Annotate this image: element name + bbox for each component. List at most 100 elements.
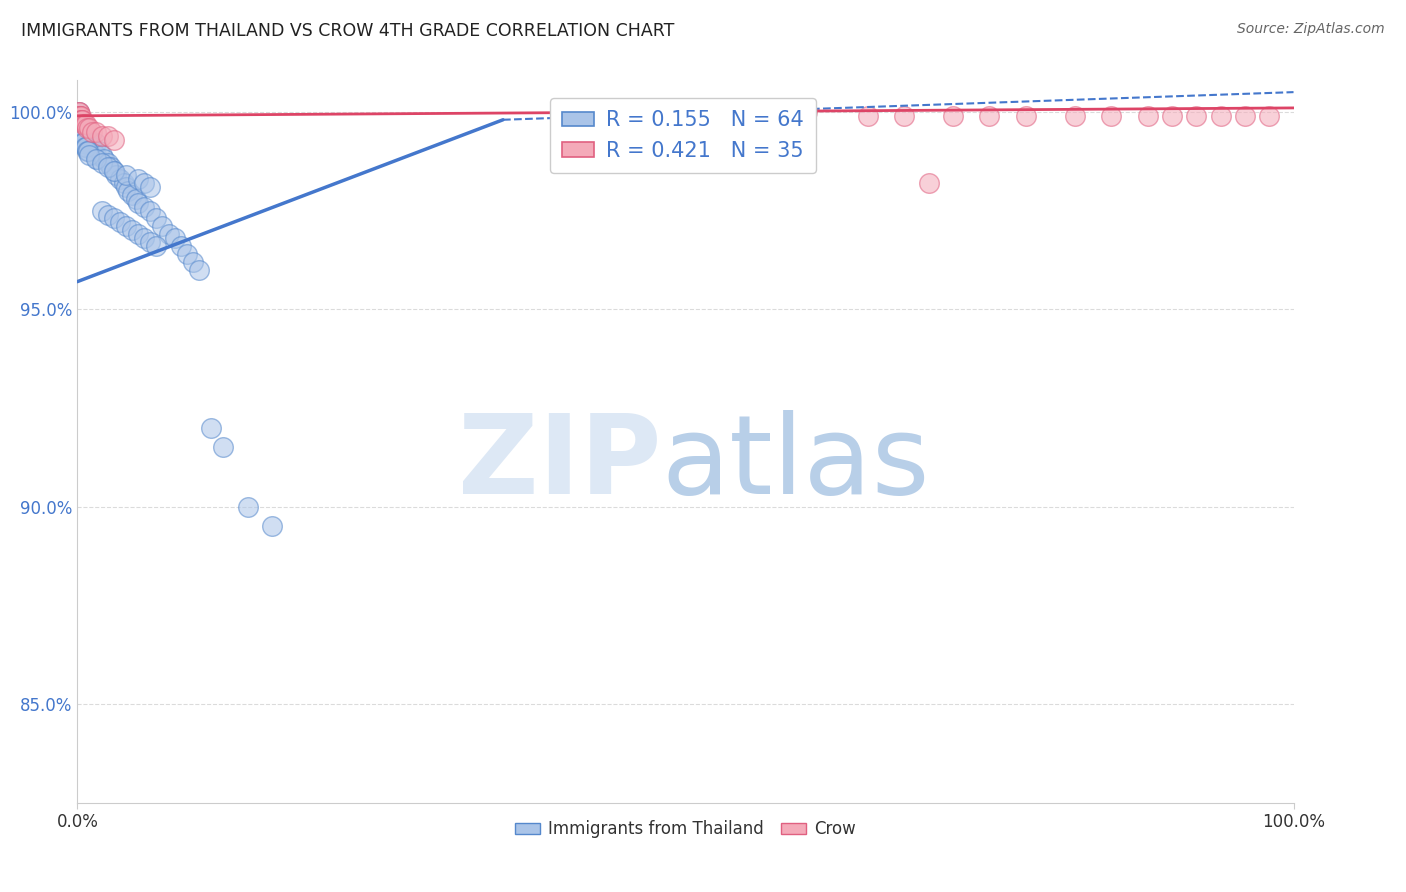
Point: [1185, 109, 1208, 123]
Point: [76, 120, 98, 135]
Point: [212, 441, 235, 455]
Point: [1015, 109, 1038, 123]
Point: [72, 125, 94, 139]
Point: [127, 227, 149, 242]
Point: [93, 153, 115, 167]
Point: [139, 203, 162, 218]
Legend: Immigrants from Thailand, Crow: Immigrants from Thailand, Crow: [509, 814, 862, 845]
Point: [70, 125, 93, 139]
Point: [76, 145, 98, 159]
Point: [145, 239, 167, 253]
Point: [108, 172, 131, 186]
Point: [77, 145, 100, 159]
Point: [69, 120, 91, 135]
Point: [77, 136, 100, 151]
Point: [84, 125, 107, 139]
Point: [90, 148, 112, 162]
Point: [72, 132, 94, 146]
Point: [97, 128, 120, 143]
Point: [152, 219, 174, 234]
Point: [170, 239, 193, 253]
Point: [127, 172, 149, 186]
Point: [90, 203, 112, 218]
Point: [145, 211, 167, 226]
Point: [80, 136, 103, 151]
Point: [84, 136, 107, 151]
Point: [100, 160, 122, 174]
Point: [70, 112, 93, 127]
Point: [735, 104, 758, 119]
Point: [90, 128, 112, 143]
Point: [89, 145, 111, 159]
Point: [70, 117, 93, 131]
Point: [112, 176, 135, 190]
Point: [105, 168, 128, 182]
Point: [69, 128, 91, 143]
Point: [103, 164, 125, 178]
Point: [67, 109, 90, 123]
Point: [72, 120, 94, 135]
Point: [70, 109, 93, 123]
Point: [796, 104, 818, 119]
Point: [75, 140, 97, 154]
Point: [163, 231, 186, 245]
Point: [69, 117, 91, 131]
Point: [76, 128, 98, 143]
Point: [108, 215, 131, 229]
Point: [70, 136, 93, 151]
Point: [70, 128, 93, 143]
Point: [856, 109, 879, 123]
Point: [80, 140, 103, 154]
Point: [125, 192, 148, 206]
Point: [73, 125, 96, 139]
Point: [97, 156, 120, 170]
Point: [260, 519, 283, 533]
Point: [97, 207, 120, 221]
Point: [75, 128, 97, 143]
Point: [97, 160, 120, 174]
Point: [69, 132, 91, 146]
Point: [181, 255, 204, 269]
Point: [72, 117, 94, 131]
Point: [236, 500, 259, 514]
Point: [69, 109, 91, 123]
Point: [1209, 109, 1232, 123]
Point: [86, 153, 108, 167]
Point: [134, 176, 156, 190]
Point: [134, 200, 156, 214]
Point: [121, 223, 143, 237]
Point: [72, 136, 94, 151]
Point: [70, 132, 93, 146]
Point: [76, 132, 98, 146]
Point: [139, 235, 162, 249]
Point: [70, 112, 93, 127]
Point: [188, 262, 211, 277]
Point: [117, 184, 139, 198]
Point: [67, 104, 90, 119]
Point: [103, 132, 125, 146]
Point: [67, 117, 90, 131]
Point: [115, 219, 138, 234]
Point: [80, 125, 103, 139]
Point: [103, 211, 125, 226]
Point: [73, 117, 96, 131]
Point: [67, 112, 90, 127]
Point: [1136, 109, 1159, 123]
Point: [127, 195, 149, 210]
Point: [67, 104, 90, 119]
Point: [84, 153, 107, 167]
Point: [67, 104, 90, 119]
Point: [942, 109, 965, 123]
Point: [90, 156, 112, 170]
Point: [69, 117, 91, 131]
Point: [73, 140, 96, 154]
Point: [157, 227, 180, 242]
Point: [70, 120, 93, 135]
Point: [67, 128, 90, 143]
Point: [69, 112, 91, 127]
Point: [69, 112, 91, 127]
Point: [1258, 109, 1281, 123]
Point: [103, 164, 125, 178]
Point: [139, 180, 162, 194]
Point: [69, 109, 91, 123]
